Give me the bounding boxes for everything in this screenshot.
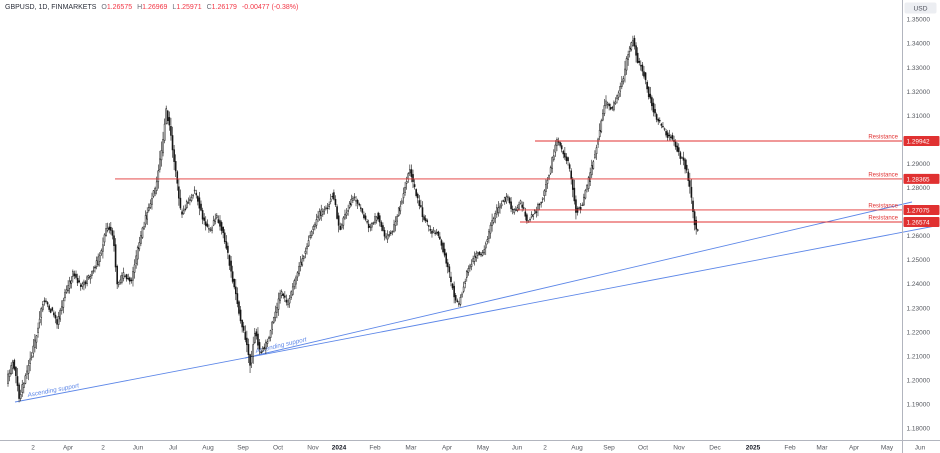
ohlc-close-label: C: [206, 4, 212, 11]
time-tick-label: Nov: [673, 445, 685, 452]
trendline-ascending-support-2[interactable]: [244, 201, 913, 359]
time-tick-label: 2: [543, 445, 547, 452]
chart-pane[interactable]: [0, 0, 902, 440]
ohlc-open-label: O: [101, 4, 107, 11]
resistance-text-label: Resistance: [868, 135, 898, 141]
ohlc-low-label: L: [172, 4, 177, 11]
time-tick-label: Dec: [709, 445, 721, 452]
price-tick-label: 1.28000: [907, 185, 931, 192]
currency-badge-label: USD: [914, 6, 928, 13]
candlestick-series: [7, 35, 699, 403]
ohlc-low-value: 1.25971: [176, 4, 202, 11]
symbol-title[interactable]: GBPUSD, 1D, FINMARKETS: [5, 4, 97, 11]
time-tick-label: Sep: [603, 445, 615, 452]
time-tick-label: Jun: [915, 445, 926, 452]
time-tick-label: 2: [101, 445, 105, 452]
price-tick-label: 1.19000: [907, 401, 931, 408]
price-tick-label: 1.35000: [907, 17, 931, 24]
time-tick-label: Mar: [405, 445, 417, 452]
price-level-tag: [903, 173, 940, 184]
price-axis[interactable]: [903, 0, 940, 440]
ohlc-close-value: 1.26179: [211, 4, 237, 11]
resistance-text-label: Resistance: [868, 172, 898, 178]
time-tick-label: Jun: [133, 445, 144, 452]
resistance-text-label: Resistance: [868, 203, 898, 209]
price-tick-label: 1.24000: [907, 281, 931, 288]
time-tick-label: Oct: [273, 445, 283, 452]
time-tick-label: May: [477, 445, 490, 452]
time-tick-label: Jun: [512, 445, 523, 452]
price-tick-label: 1.20000: [907, 377, 931, 384]
ohlc-open-value: 1.26575: [106, 4, 133, 11]
price-level-tag-value: 1.28365: [907, 177, 931, 184]
price-tick-label: 1.33000: [907, 65, 931, 72]
price-level-tag-value: 1.26574: [907, 220, 931, 227]
price-level-tag: [903, 217, 940, 228]
time-tick-label: 2025: [746, 445, 761, 452]
time-tick-label: May: [881, 445, 894, 452]
symbol-legend[interactable]: GBPUSD, 1D, FINMARKETS O1.26575 H1.26969…: [5, 4, 298, 12]
time-axis[interactable]: [0, 441, 940, 453]
price-tick-label: 1.25000: [907, 257, 931, 264]
time-tick-label: Mar: [816, 445, 828, 452]
resistance-text-label: Resistance: [868, 216, 898, 222]
price-level-tag-value: 1.27075: [907, 208, 931, 215]
time-tick-label: Nov: [307, 445, 319, 452]
price-tick-label: 1.23000: [907, 305, 931, 312]
time-tick-label: Apr: [442, 445, 453, 452]
price-level-tag: [903, 204, 940, 215]
price-tick-label: 1.21000: [907, 353, 931, 360]
ohlc-high-value: 1.26969: [142, 4, 168, 11]
time-tick-label: Oct: [638, 445, 648, 452]
time-tick-label: Sep: [237, 445, 249, 452]
ohlc-high-label: H: [137, 4, 143, 11]
price-level-tag: [903, 136, 940, 146]
time-tick-label: Feb: [784, 445, 796, 452]
price-tick-label: 1.32000: [907, 89, 931, 96]
price-tick-label: 1.22000: [907, 329, 931, 336]
trendline-ascending-support-1[interactable]: [14, 225, 936, 403]
time-tick-label: Aug: [571, 445, 583, 452]
currency-badge[interactable]: [904, 2, 937, 14]
price-tick-label: 1.31000: [907, 113, 931, 120]
price-tick-label: 1.29000: [907, 161, 931, 168]
time-tick-label: Jul: [169, 445, 178, 452]
time-tick-label: Aug: [202, 445, 214, 452]
price-tick-label: 1.34000: [907, 41, 931, 48]
ohlc-change: -0.00477 (-0.38%): [241, 4, 299, 11]
time-tick-label: Apr: [849, 445, 860, 452]
time-tick-label: Feb: [369, 445, 381, 452]
price-level-tag-value: 1.29942: [907, 139, 931, 146]
price-tick-label: 1.26000: [907, 233, 931, 240]
time-tick-label: 2024: [332, 445, 347, 452]
time-tick-label: 2: [31, 445, 35, 452]
time-tick-label: Apr: [63, 445, 74, 452]
price-tick-label: 1.18000: [907, 426, 931, 433]
